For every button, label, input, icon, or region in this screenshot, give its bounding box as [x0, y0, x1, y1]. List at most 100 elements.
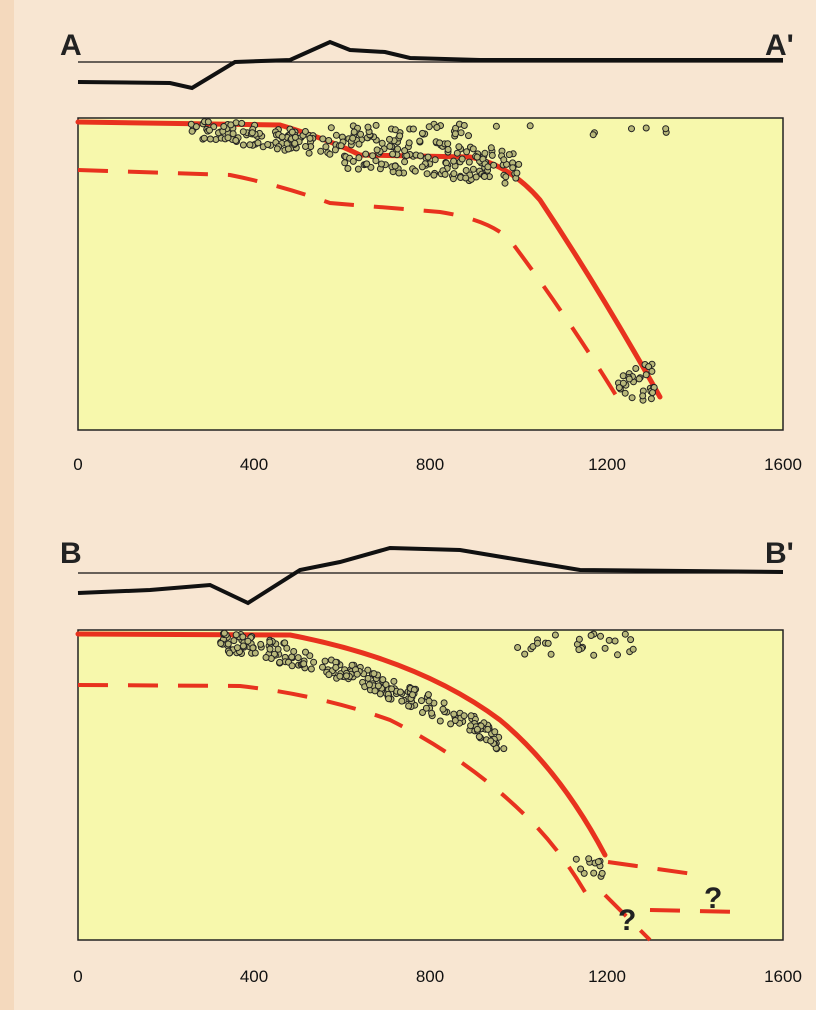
hypocenter: [301, 128, 309, 135]
tick-label: 1200: [588, 455, 626, 474]
hypocenter: [365, 681, 373, 689]
hypocenter: [451, 717, 459, 724]
hypocenter: [239, 642, 247, 650]
hypocenter: [649, 389, 656, 397]
hypocenter: [229, 130, 237, 138]
hypocenter: [343, 672, 350, 680]
hypocenter: [388, 685, 396, 693]
hypocenter: [627, 636, 635, 644]
hypocenter: [450, 170, 458, 178]
hypocenter: [239, 633, 247, 641]
hypocenter: [401, 158, 409, 166]
hypocenter: [217, 640, 225, 647]
hypocenter: [444, 146, 452, 153]
hypocenter: [385, 695, 393, 703]
hypocenter: [513, 169, 521, 177]
plot-area: [77, 629, 784, 941]
hypocenter: [332, 664, 340, 671]
hypocenter: [389, 150, 397, 158]
hypocenter: [605, 636, 613, 644]
hypocenter: [336, 672, 344, 680]
hypocenter: [262, 654, 270, 661]
hypocenter: [362, 150, 370, 158]
hypocenter: [378, 139, 386, 147]
hypocenter: [642, 371, 650, 379]
hypocenter: [294, 654, 302, 662]
hypocenter: [266, 645, 274, 653]
hypocenter: [492, 122, 500, 130]
hypocenter: [224, 134, 232, 142]
hypocenter: [601, 644, 609, 652]
hypocenter: [300, 660, 308, 668]
hypocenter: [232, 631, 240, 639]
hypocenter: [233, 644, 241, 652]
hypocenter: [628, 394, 636, 402]
hypocenter: [419, 709, 426, 716]
hypocenter: [453, 149, 461, 157]
hypocenter: [465, 132, 472, 140]
hypocenter: [481, 149, 489, 157]
hypocenter: [491, 728, 499, 736]
hypocenter: [327, 124, 335, 132]
hypocenter: [398, 697, 406, 705]
hypocenter: [444, 140, 452, 148]
hypocenter: [473, 153, 481, 161]
section-label: B: [60, 537, 82, 570]
tick-label: 800: [416, 967, 444, 986]
hypocenter: [226, 649, 233, 657]
section-label: A': [765, 29, 794, 62]
hypocenter: [611, 637, 619, 645]
annotation: ?: [704, 882, 722, 915]
hypocenter: [447, 720, 455, 728]
hypocenter: [331, 146, 339, 154]
slab-uncertain: [649, 908, 741, 914]
hypocenter: [395, 169, 403, 177]
hypocenter: [475, 733, 483, 741]
slab-lower: [77, 683, 587, 894]
hypocenter: [206, 135, 214, 143]
hypocenter: [391, 162, 399, 170]
hypocenter: [529, 643, 537, 650]
hypocenter: [450, 157, 458, 165]
hypocenter: [514, 644, 522, 651]
hypocenter: [227, 121, 235, 129]
hypocenter: [390, 677, 398, 685]
hypocenter: [509, 164, 517, 172]
hypocenter: [405, 702, 413, 710]
hypocenter: [490, 161, 498, 169]
hypocenter: [307, 665, 315, 673]
slab-upper: [75, 631, 608, 858]
hypocenter: [481, 173, 488, 180]
hypocenter: [357, 130, 365, 138]
hypocenter: [206, 126, 213, 134]
hypocenter: [526, 122, 534, 130]
hypocenter: [590, 651, 598, 659]
slab-lower: [77, 168, 627, 412]
hypocenter: [302, 648, 309, 656]
hypocenter: [192, 123, 200, 131]
hypocenter: [257, 640, 265, 648]
hypocenter: [239, 128, 247, 136]
hypocenter: [321, 657, 329, 665]
hypocenter: [463, 148, 471, 156]
tick-label: 0: [73, 967, 82, 986]
hypocenter: [354, 165, 362, 173]
hypocenter: [232, 137, 240, 144]
hypocenter: [430, 171, 438, 179]
hypocenter: [544, 639, 552, 647]
hypocenter: [484, 163, 492, 171]
hypocenter: [594, 858, 602, 866]
hypocenter: [425, 123, 433, 131]
hypocenter: [220, 629, 228, 637]
hypocenter: [472, 173, 480, 181]
hypocenter: [621, 630, 629, 638]
hypocenter: [319, 663, 326, 671]
hypocenter: [244, 637, 252, 645]
hypocenter: [500, 156, 508, 164]
hypocenter: [372, 157, 380, 165]
hypocenter: [409, 691, 416, 699]
hypocenter: [378, 160, 385, 168]
hypocenter: [505, 151, 513, 159]
hypocenter: [534, 639, 541, 647]
hypocenter: [249, 644, 257, 652]
